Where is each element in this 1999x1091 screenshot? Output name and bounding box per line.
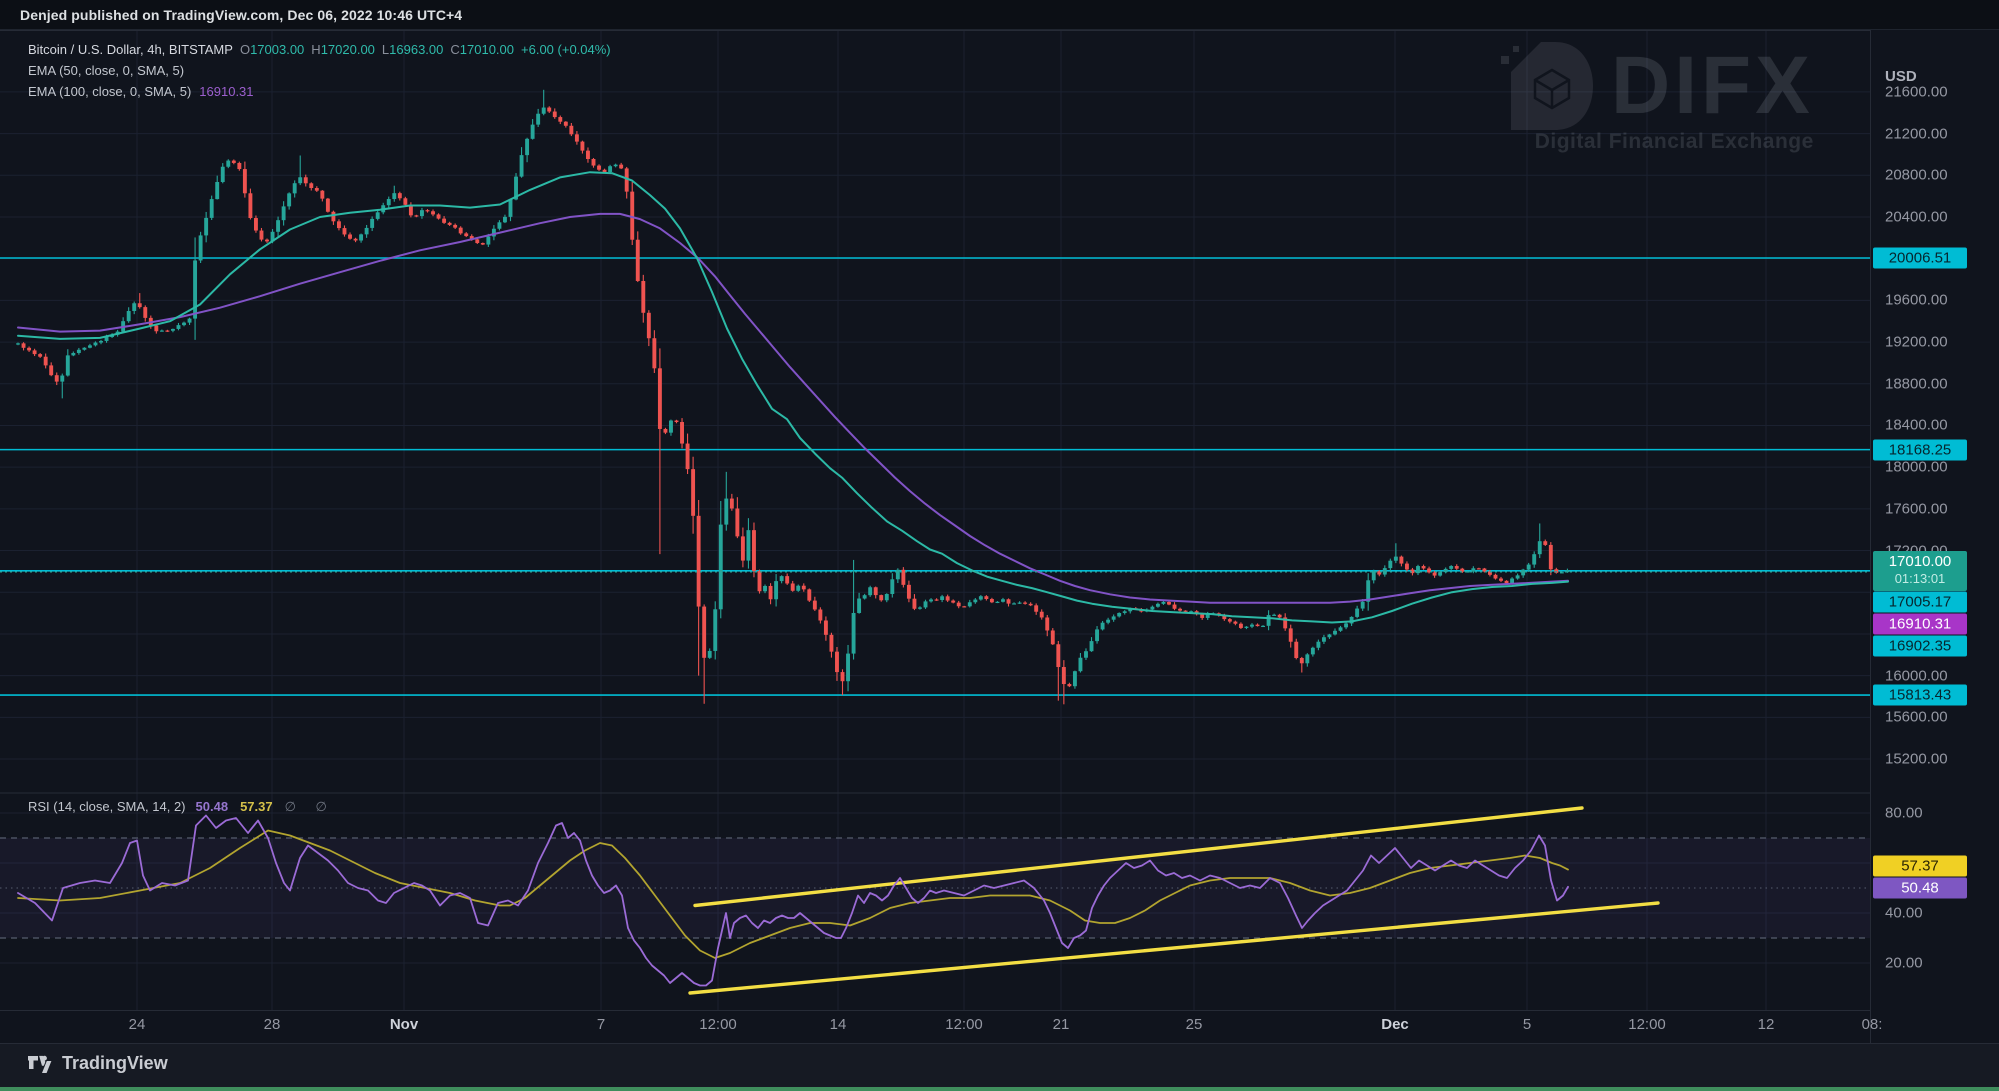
rsi-label: RSI (14, close, SMA, 14, 2): [28, 799, 186, 814]
time-label-Nov: Nov: [389, 1016, 419, 1033]
time-label-1200: 12:00: [945, 1016, 983, 1033]
symbol-legend-row[interactable]: Bitcoin / U.S. Dollar, 4h, BITSTAMP O1700…: [28, 39, 611, 60]
ema100-label: EMA (100, close, 0, SMA, 5): [28, 84, 192, 99]
ohlc-value-H: 17020.00: [320, 42, 375, 57]
attribution-text: Denjed published on TradingView.com, Dec…: [20, 7, 463, 23]
time-label-1200: 12:00: [699, 1016, 737, 1033]
time-label-08: 08:: [1861, 1016, 1883, 1033]
candle-countdown: 01:13:01: [1894, 571, 1946, 586]
difx-logo-icon: [1501, 42, 1593, 130]
ohlc-letter-O: O: [239, 42, 251, 57]
time-label-Dec: Dec: [1381, 1016, 1409, 1033]
difx-brand-text: DIFX: [1611, 40, 1814, 131]
rsi-label-80: 80.00: [1885, 804, 1923, 822]
rsi-legend-row[interactable]: RSI (14, close, SMA, 14, 2) 50.48 57.37 ∅ ∅: [28, 799, 335, 815]
price-axis[interactable]: USD 21600.00 21200.00 20800.00 20400.00 1960…: [1870, 30, 1999, 1043]
rsi-sma-line[interactable]: [17, 829, 1569, 959]
time-label-1200: 12:00: [1628, 1016, 1666, 1033]
rsi-badge-50.48: 50.48: [1873, 877, 1967, 899]
rsi-label-40: 40.00: [1885, 904, 1923, 922]
footer-bar: TradingView: [0, 1043, 1999, 1087]
price-label-16000: 16000.00: [1885, 667, 1948, 685]
bottom-accent-strip: [0, 1087, 1999, 1091]
price-label-15600: 15600.00: [1885, 708, 1948, 726]
price-label-19200: 19200.00: [1885, 333, 1948, 351]
ema100-legend-row[interactable]: EMA (100, close, 0, SMA, 5) 16910.31: [28, 81, 611, 102]
rsi-sma-value: 57.37: [240, 799, 273, 814]
time-label-12: 12: [1757, 1016, 1775, 1033]
indicator-badge-16910.31: 16910.31: [1873, 613, 1967, 635]
indicator-badge-17005.17: 17005.17: [1873, 591, 1967, 613]
ema50-line[interactable]: [17, 171, 1569, 624]
rsi-empty-set-icons: ∅ ∅: [284, 799, 335, 814]
time-label-7: 7: [596, 1016, 606, 1033]
ohlc-values: O17003.00 H17020.00 L16963.00 C17010.00: [233, 42, 514, 57]
ohlc-letter-C: C: [450, 42, 460, 57]
attribution-bar: Denjed published on TradingView.com, Dec…: [0, 0, 1999, 30]
ohlc-value-L: 16963.00: [389, 42, 444, 57]
tradingview-logo-link[interactable]: TradingView: [28, 1053, 168, 1074]
rsi-line[interactable]: [17, 814, 1569, 987]
price-label-18400: 18400.00: [1885, 416, 1948, 434]
ohlc-letter-L: L: [381, 42, 390, 57]
tradingview-logo-text: TradingView: [62, 1053, 168, 1073]
ohlc-letter-H: H: [311, 42, 321, 57]
price-label-19600: 19600.00: [1885, 291, 1948, 309]
price-axis-unit: USD: [1885, 68, 1917, 85]
price-label-21600: 21600.00: [1885, 83, 1948, 101]
change-value: +6.00 (+0.04%): [521, 42, 611, 57]
current-price-badge: 17010.00 01:13:01: [1873, 551, 1967, 591]
time-axis[interactable]: 24 28 Nov 7 12:00 14 12:00 21 25 Dec 5 12:00 12 08:: [0, 1010, 1883, 1043]
difx-watermark: DIFX Digital Financial Exchange: [1497, 34, 1814, 154]
ema100-value: 16910.31: [199, 84, 254, 99]
price-label-20400: 20400.00: [1885, 208, 1948, 226]
ema50-legend-row[interactable]: EMA (50, close, 0, SMA, 5): [28, 60, 611, 81]
symbol-legend: Bitcoin / U.S. Dollar, 4h, BITSTAMP O1700…: [28, 39, 611, 102]
time-label-28: 28: [263, 1016, 281, 1033]
price-label-21200: 21200.00: [1885, 125, 1948, 143]
time-label-14: 14: [829, 1016, 847, 1033]
tradingview-logo-icon: [28, 1055, 52, 1073]
hline-badge-15813.43: 15813.43: [1873, 684, 1967, 706]
rsi-value: 50.48: [195, 799, 229, 814]
price-label-18000: 18000.00: [1885, 458, 1948, 476]
candlestick-series[interactable]: [16, 89, 1570, 705]
ohlc-value-C: 17010.00: [459, 42, 515, 57]
ohlc-value-O: 17003.00: [250, 42, 305, 57]
time-label-5: 5: [1522, 1016, 1532, 1033]
rsi-badge-57.37: 57.37: [1873, 855, 1967, 877]
ema100-line[interactable]: [17, 212, 1569, 604]
price-label-17600: 17600.00: [1885, 500, 1948, 518]
rsi-label-20: 20.00: [1885, 954, 1923, 972]
rsi-trendline-lower[interactable]: [688, 901, 1660, 995]
time-label-25: 25: [1185, 1016, 1203, 1033]
symbol-title: Bitcoin / U.S. Dollar, 4h, BITSTAMP: [28, 42, 233, 57]
time-label-21: 21: [1052, 1016, 1070, 1033]
indicator-badge-16902.35: 16902.35: [1873, 635, 1967, 657]
price-label-20800: 20800.00: [1885, 166, 1948, 184]
hline-badge-18168.25: 18168.25: [1873, 439, 1967, 461]
time-label-24: 24: [128, 1016, 146, 1033]
price-label-15200: 15200.00: [1885, 750, 1948, 768]
difx-subtitle: Digital Financial Exchange: [1534, 130, 1814, 153]
rsi-trendline-upper[interactable]: [693, 806, 1584, 908]
hline-badge-20006.51: 20006.51: [1873, 247, 1967, 269]
price-label-18800: 18800.00: [1885, 375, 1948, 393]
ema50-label: EMA (50, close, 0, SMA, 5): [28, 63, 185, 78]
